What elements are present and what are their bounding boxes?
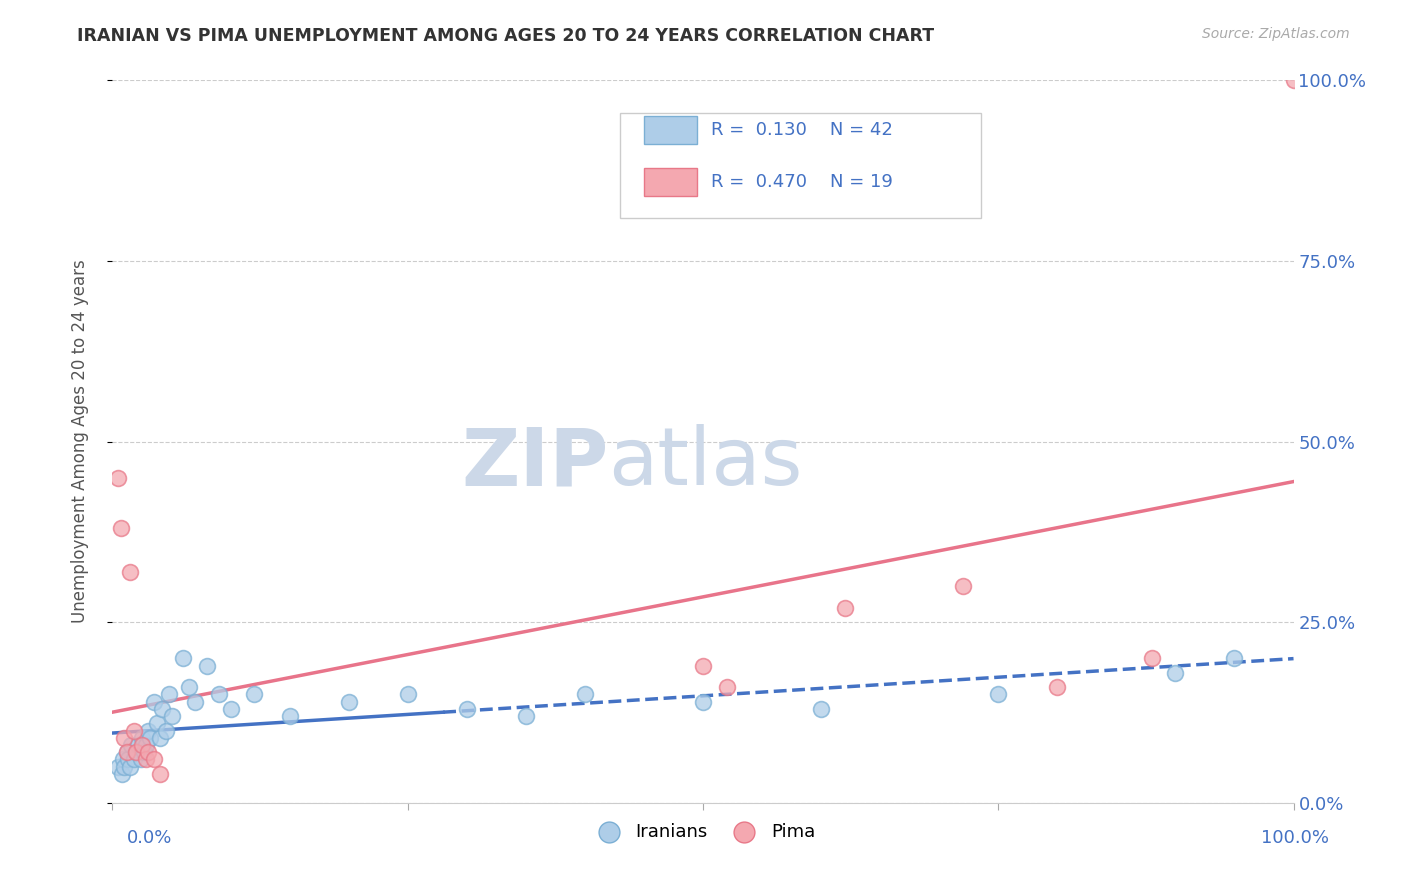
Point xyxy=(134,745,156,759)
Point xyxy=(120,738,142,752)
Point xyxy=(122,723,145,738)
Point xyxy=(179,680,201,694)
FancyBboxPatch shape xyxy=(644,117,697,144)
FancyBboxPatch shape xyxy=(644,169,697,196)
Point xyxy=(157,687,180,701)
Point xyxy=(155,723,177,738)
Point xyxy=(219,702,242,716)
Point xyxy=(195,658,218,673)
Point xyxy=(396,687,419,701)
Point xyxy=(716,680,738,694)
Point xyxy=(146,716,169,731)
Text: 0.0%: 0.0% xyxy=(127,829,172,847)
Point xyxy=(278,709,301,723)
Point xyxy=(692,695,714,709)
Legend: Iranians, Pima: Iranians, Pima xyxy=(583,815,823,848)
Point xyxy=(952,579,974,593)
Text: R =  0.470    N = 19: R = 0.470 N = 19 xyxy=(711,173,893,191)
Point xyxy=(131,738,153,752)
Point xyxy=(1223,651,1246,665)
Point xyxy=(125,745,148,759)
Point xyxy=(149,767,172,781)
Point xyxy=(112,731,135,745)
Point xyxy=(160,709,183,723)
Point xyxy=(110,521,132,535)
Point xyxy=(122,752,145,766)
Text: ZIP: ZIP xyxy=(461,425,609,502)
Text: IRANIAN VS PIMA UNEMPLOYMENT AMONG AGES 20 TO 24 YEARS CORRELATION CHART: IRANIAN VS PIMA UNEMPLOYMENT AMONG AGES … xyxy=(77,27,935,45)
Point xyxy=(692,658,714,673)
FancyBboxPatch shape xyxy=(620,112,980,218)
Y-axis label: Unemployment Among Ages 20 to 24 years: Unemployment Among Ages 20 to 24 years xyxy=(70,260,89,624)
Point xyxy=(574,687,596,701)
Text: Source: ZipAtlas.com: Source: ZipAtlas.com xyxy=(1202,27,1350,41)
Point xyxy=(515,709,537,723)
Point xyxy=(142,752,165,766)
Point xyxy=(149,731,172,745)
Text: atlas: atlas xyxy=(609,425,803,502)
Point xyxy=(172,651,194,665)
Point xyxy=(1046,680,1069,694)
Point xyxy=(337,695,360,709)
Point xyxy=(1164,665,1187,680)
Point xyxy=(987,687,1010,701)
Point xyxy=(1282,73,1305,87)
Point xyxy=(136,745,159,759)
Point xyxy=(115,745,138,759)
Point xyxy=(184,695,207,709)
Point xyxy=(456,702,478,716)
Point xyxy=(136,723,159,738)
Point xyxy=(131,731,153,745)
Point xyxy=(112,760,135,774)
Point xyxy=(127,738,149,752)
Text: R =  0.130    N = 42: R = 0.130 N = 42 xyxy=(711,121,893,139)
Point xyxy=(135,738,157,752)
Point xyxy=(810,702,832,716)
Point xyxy=(834,600,856,615)
Point xyxy=(111,767,134,781)
Point xyxy=(120,565,142,579)
Point xyxy=(125,745,148,759)
Point xyxy=(107,760,129,774)
Point xyxy=(117,752,139,766)
Text: 100.0%: 100.0% xyxy=(1261,829,1329,847)
Point xyxy=(107,470,129,484)
Point xyxy=(129,752,152,766)
Point xyxy=(115,745,138,759)
Point xyxy=(120,760,142,774)
Point xyxy=(139,731,162,745)
Point xyxy=(150,702,173,716)
Point xyxy=(1140,651,1163,665)
Point xyxy=(142,695,165,709)
Point xyxy=(135,752,157,766)
Point xyxy=(243,687,266,701)
Point xyxy=(112,752,135,766)
Point xyxy=(208,687,231,701)
